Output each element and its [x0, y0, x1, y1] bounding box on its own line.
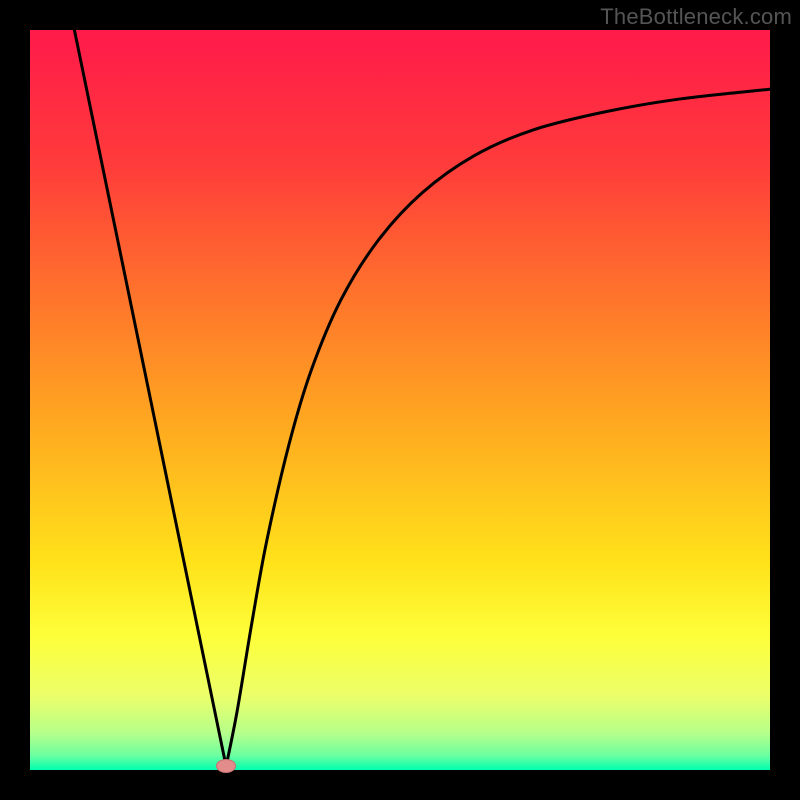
frame-border-right	[770, 0, 800, 800]
chart-container: TheBottleneck.com	[0, 0, 800, 800]
curve-svg	[30, 30, 770, 770]
frame-border-left	[0, 0, 30, 800]
plot-area	[30, 30, 770, 770]
watermark-text: TheBottleneck.com	[600, 4, 792, 30]
frame-border-bottom	[0, 770, 800, 800]
bottleneck-curve	[74, 30, 770, 766]
optimum-marker	[216, 759, 236, 773]
